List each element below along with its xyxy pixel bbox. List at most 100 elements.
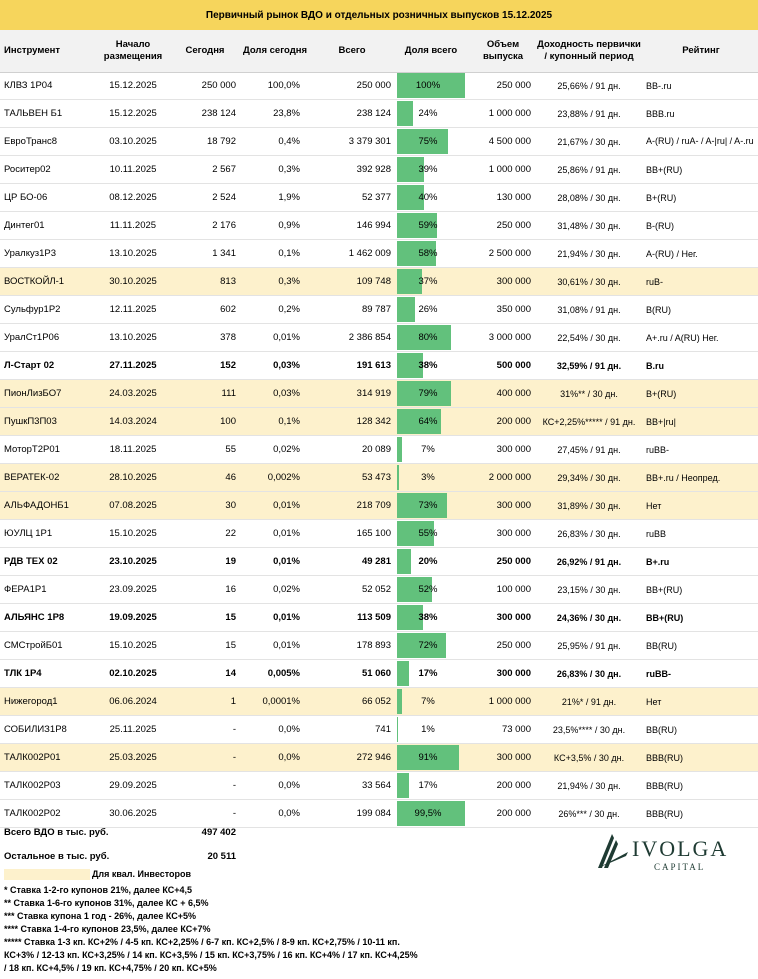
- today-cell: 111: [221, 388, 236, 399]
- yield-cell: 28,08% / 30 дн.: [557, 192, 621, 203]
- instrument-cell: ВЕРАТЕК-02: [4, 472, 60, 483]
- start-date-cell: 30.06.2025: [109, 808, 157, 819]
- share-total-label: 39%: [418, 164, 438, 175]
- logo-sub: CAPITAL: [654, 862, 705, 872]
- share-total-bar: 26%: [397, 296, 472, 323]
- total-cell: 20 089: [361, 444, 391, 455]
- start-date-cell: 25.03.2025: [109, 752, 157, 763]
- rating-cell: BB-.ru: [646, 80, 672, 91]
- share-total-bar: 64%: [397, 408, 472, 435]
- share-total-fill: [397, 325, 451, 350]
- share-total-label: 38%: [418, 360, 438, 371]
- volume-cell: 300 000: [496, 500, 531, 511]
- share-today-cell: 0,4%: [278, 136, 300, 147]
- volume-cell: 1 000 000: [488, 696, 531, 707]
- share-total-bar: 7%: [397, 436, 472, 463]
- note-1: * Ставка 1-2-го купонов 21%, далее КС+4,…: [4, 885, 192, 895]
- total-cell: 128 342: [356, 416, 391, 427]
- yield-cell: 22,54% / 30 дн.: [557, 332, 621, 343]
- instrument-cell: ВОСТКОЙЛ-1: [4, 276, 65, 287]
- today-cell: 30: [225, 500, 236, 511]
- header-share-total: Доля всего: [404, 45, 458, 56]
- share-today-cell: 23,8%: [273, 108, 300, 119]
- rating-cell: B-(RU): [646, 220, 674, 231]
- total-cell: 33 564: [361, 780, 391, 791]
- share-total-fill: [397, 605, 423, 630]
- note-2: ** Ставка 1-6-го купонов 31%, далее КС +…: [4, 898, 209, 908]
- share-total-fill: [397, 297, 415, 322]
- start-date-cell: 13.10.2025: [109, 332, 157, 343]
- today-cell: -: [232, 780, 236, 791]
- volume-cell: 2 500 000: [488, 248, 531, 259]
- share-today-cell: 0,02%: [273, 584, 300, 595]
- table-row: Уралкуз1Р3 13.10.2025 1 341 0,1% 1 462 009 2 …: [0, 240, 758, 268]
- share-total-bar: 39%: [397, 156, 472, 183]
- logo-name: IVOLGA: [632, 836, 728, 861]
- yield-cell: КС+2,25%***** / 91 дн.: [542, 416, 636, 427]
- share-today-cell: 0,005%: [267, 668, 300, 679]
- instrument-cell: АЛЬЯНС 1Р8: [4, 612, 65, 623]
- today-cell: 378: [220, 332, 236, 343]
- rating-cell: BB(RU): [646, 640, 677, 651]
- share-total-fill: [397, 465, 399, 490]
- volume-cell: 300 000: [496, 752, 531, 763]
- share-total-fill: [397, 157, 424, 182]
- share-total-bar: 59%: [397, 212, 472, 239]
- table-row: Сульфур1Р2 12.11.2025 602 0,2% 89 787 350 000…: [0, 296, 758, 324]
- instrument-cell: СМСтройБ01: [4, 640, 63, 651]
- instrument-cell: ЕвроТранс8: [4, 136, 58, 147]
- start-date-cell: 29.09.2025: [109, 780, 157, 791]
- table-row: ЮУЛЦ 1Р1 15.10.2025 22 0,01% 165 100 300 000 2…: [0, 520, 758, 548]
- header-today: Сегодня: [185, 45, 225, 56]
- today-cell: 15: [225, 612, 236, 623]
- rating-cell: BBB(RU): [646, 752, 684, 763]
- yield-cell: 24,36% / 30 дн.: [556, 612, 622, 623]
- yield-cell: 23,88% / 91 дн.: [557, 108, 621, 119]
- share-total-fill: [397, 185, 424, 210]
- share-total-fill: [397, 269, 422, 294]
- share-total-label: 99,5%: [414, 808, 442, 819]
- today-cell: 2 524: [212, 192, 236, 203]
- share-total-label: 38%: [418, 612, 438, 623]
- share-total-label: 59%: [418, 220, 438, 231]
- today-cell: 100: [220, 416, 236, 427]
- today-cell: 238 124: [201, 108, 236, 119]
- yield-cell: 25,86% / 91 дн.: [557, 164, 621, 175]
- total-cell: 199 084: [356, 808, 391, 819]
- yield-cell: 21,94% / 30 дн.: [557, 780, 621, 791]
- share-total-bar: 24%: [397, 100, 472, 127]
- start-date-cell: 15.10.2025: [109, 640, 157, 651]
- today-cell: 15: [225, 640, 236, 651]
- share-total-fill: [397, 773, 409, 798]
- rating-cell: BBB(RU): [646, 808, 684, 819]
- instrument-cell: Л-Старт 02: [4, 360, 55, 371]
- total-cell: 49 281: [361, 556, 391, 567]
- volume-cell: 300 000: [496, 528, 531, 539]
- start-date-cell: 23.10.2025: [109, 556, 157, 567]
- total-cell: 53 473: [361, 472, 391, 483]
- rating-cell: ruBB: [646, 528, 667, 539]
- volume-cell: 200 000: [496, 808, 531, 819]
- instrument-cell: ТАЛК002Р03: [4, 780, 61, 791]
- total-cell: 250 000: [356, 80, 391, 91]
- share-today-cell: 0,0%: [278, 780, 300, 791]
- share-total-fill: [397, 101, 413, 126]
- start-date-cell: 14.03.2024: [109, 416, 157, 427]
- yield-cell: 30,61% / 30 дн.: [557, 276, 621, 287]
- share-total-label: 79%: [418, 388, 438, 399]
- yield-cell: 29,34% / 30 дн.: [557, 472, 621, 483]
- instrument-cell: ЮУЛЦ 1Р1: [4, 528, 53, 539]
- share-today-cell: 0,01%: [273, 556, 300, 567]
- rating-cell: BB+(RU): [646, 584, 683, 595]
- start-date-cell: 24.03.2025: [109, 388, 157, 399]
- total-cell: 113 509: [357, 612, 391, 623]
- today-cell: -: [232, 724, 236, 735]
- today-cell: 14: [225, 668, 236, 679]
- instrument-cell: ФЕРА1Р1: [4, 584, 47, 595]
- total-cell: 109 748: [356, 276, 391, 287]
- legend-qualified-swatch: [4, 869, 90, 880]
- volume-cell: 250 000: [496, 220, 531, 231]
- rating-cell: A-(RU) / ruA- / A-|ru| / A-.ru: [646, 136, 754, 146]
- share-total-label: 37%: [418, 276, 438, 287]
- yield-cell: КС+3,5% / 30 дн.: [553, 752, 625, 763]
